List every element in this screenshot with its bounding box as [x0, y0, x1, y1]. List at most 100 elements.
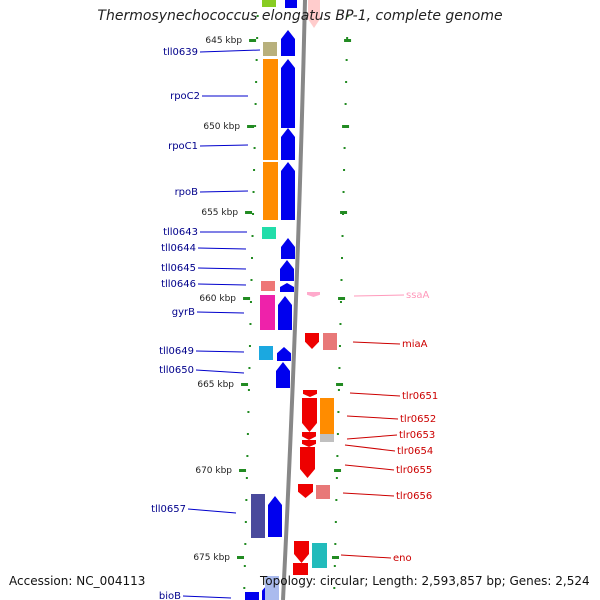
- tick-dot: [253, 147, 256, 149]
- forward-gene-arrow: [281, 30, 295, 56]
- gene-label-gyrB: gyrB: [172, 307, 195, 318]
- gene-label-tlr0651: tlr0651: [402, 391, 438, 402]
- scale-tick: [334, 469, 342, 472]
- tick-dot: [249, 323, 252, 325]
- gene-box: [293, 563, 308, 575]
- tick-dot: [346, 37, 349, 39]
- gene-label-ssaA: ssaA: [406, 290, 430, 301]
- genome-backbone: [281, 0, 307, 600]
- gene-feature: [308, 0, 320, 28]
- gene-label-rpoC2: rpoC2: [170, 91, 200, 102]
- leader-line: [197, 247, 247, 250]
- gene-label-tll0645: tll0645: [161, 263, 196, 274]
- leader-line: [196, 311, 245, 314]
- tick-dot: [338, 345, 341, 347]
- gene-box: [263, 42, 277, 56]
- scale-tick: [336, 383, 344, 386]
- gene-box: [260, 295, 275, 330]
- gene-label-tlr0654: tlr0654: [397, 446, 433, 457]
- forward-gene-arrow: [281, 128, 295, 160]
- tick-dot: [254, 103, 257, 105]
- tick-dot: [344, 103, 347, 105]
- tick-dot: [256, 37, 259, 39]
- gene-feature: [285, 0, 297, 8]
- scale-label: 660 kbp: [199, 294, 236, 304]
- tick-dot: [342, 191, 345, 193]
- tick-dot: [247, 411, 250, 413]
- forward-gene-arrow: [268, 496, 282, 537]
- gene-box: [265, 576, 279, 600]
- scale-tick: [338, 297, 346, 300]
- gene-label-tll0649: tll0649: [159, 346, 194, 357]
- gene-box: [262, 227, 276, 239]
- leader-line: [353, 294, 405, 297]
- forward-gene-arrow: [280, 283, 294, 292]
- gene-label-tll0643: tll0643: [163, 227, 198, 238]
- map-title: Thermosynechococcus elongatus BP-1, comp…: [97, 8, 503, 24]
- scale-tick: [245, 211, 253, 214]
- tick-dot: [341, 235, 344, 237]
- rna-feature: [307, 292, 320, 297]
- leader-line: [199, 49, 261, 53]
- tick-dot: [335, 477, 338, 479]
- reverse-gene-arrow: [305, 333, 319, 349]
- tick-dot: [245, 499, 248, 501]
- tick-dot: [243, 587, 246, 589]
- forward-gene-arrow: [276, 362, 290, 388]
- gene-label-tlr0655: tlr0655: [396, 465, 432, 476]
- reverse-gene-arrow: [302, 432, 316, 440]
- gene-label-tlr0656: tlr0656: [396, 491, 432, 502]
- tick-dot: [337, 411, 340, 413]
- forward-gene-arrow: [277, 347, 291, 361]
- leader-line: [346, 415, 399, 420]
- gene-box: [263, 59, 278, 128]
- tick-dot: [336, 455, 339, 457]
- forward-gene-arrow: [278, 296, 292, 330]
- scale-tick: [342, 125, 350, 128]
- leader-line: [344, 444, 396, 452]
- tick-dot: [254, 125, 257, 127]
- leader-line: [197, 267, 247, 270]
- gene-label-tll0644: tll0644: [161, 243, 196, 254]
- tick-dot: [341, 257, 344, 259]
- tick-dot: [335, 499, 338, 501]
- tick-dot: [345, 81, 348, 83]
- scale-label: 665 kbp: [197, 380, 234, 390]
- tick-dot: [255, 81, 258, 83]
- gene-label-tll0657: tll0657: [151, 504, 186, 515]
- leader-line: [342, 492, 395, 497]
- gene-label-tlr0653: tlr0653: [399, 430, 435, 441]
- reverse-gene-arrow: [298, 484, 313, 498]
- scale-tick: [249, 39, 257, 42]
- gene-box: [259, 346, 273, 360]
- tick-dot: [338, 367, 341, 369]
- tick-dot: [339, 323, 342, 325]
- tick-dot: [251, 235, 254, 237]
- reverse-gene-arrow: [303, 390, 317, 397]
- scale-tick: [239, 469, 247, 472]
- tick-dot: [333, 565, 336, 567]
- tick-dot: [334, 521, 337, 523]
- gene-box: [263, 162, 278, 220]
- tick-dot: [343, 169, 346, 171]
- forward-gene-arrow: [281, 162, 295, 220]
- gene-box: [245, 592, 259, 600]
- leader-line: [187, 508, 237, 514]
- accession-label: Accession: NC_004113: [9, 574, 146, 588]
- scale-tick: [243, 297, 251, 300]
- tick-dot: [247, 389, 250, 391]
- tick-dot: [245, 477, 248, 479]
- scale-tick: [344, 39, 352, 42]
- tick-dot: [243, 565, 246, 567]
- gene-box: [263, 128, 278, 160]
- gene-box: [320, 434, 334, 442]
- scale-tick: [237, 556, 245, 559]
- leader-line: [340, 554, 392, 559]
- tick-dot: [337, 389, 340, 391]
- gene-label-rpoB: rpoB: [175, 187, 199, 198]
- gene-feature: [262, 0, 276, 7]
- reverse-gene-arrow: [300, 447, 315, 478]
- scale-label: 650 kbp: [203, 122, 240, 132]
